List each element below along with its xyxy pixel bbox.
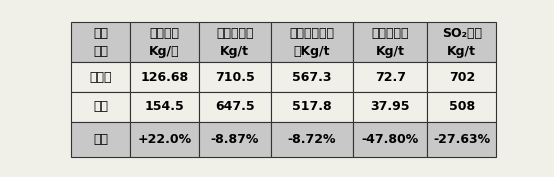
Bar	[270, 92, 353, 122]
Text: 710.5: 710.5	[215, 71, 255, 84]
Bar	[353, 122, 427, 157]
Text: 567.3: 567.3	[292, 71, 332, 84]
Bar	[71, 122, 130, 157]
Bar	[353, 92, 427, 122]
Bar	[427, 122, 496, 157]
Text: 甲酸钠消耗: 甲酸钠消耗	[216, 27, 254, 40]
Bar	[199, 122, 270, 157]
Text: 508: 508	[449, 100, 475, 113]
Text: 连续: 连续	[93, 100, 108, 113]
Bar	[270, 122, 353, 157]
Text: -47.80%: -47.80%	[362, 133, 419, 146]
Bar	[130, 92, 199, 122]
Bar	[353, 62, 427, 92]
Bar	[130, 62, 199, 92]
Bar	[270, 62, 353, 92]
Bar	[199, 62, 270, 92]
Text: 517.8: 517.8	[292, 100, 332, 113]
Bar	[199, 92, 270, 122]
Text: 702: 702	[449, 71, 475, 84]
Text: +22.0%: +22.0%	[137, 133, 191, 146]
Text: 合成: 合成	[93, 27, 108, 40]
Text: 647.5: 647.5	[215, 100, 254, 113]
Text: Kg/t: Kg/t	[447, 45, 476, 58]
Bar	[270, 22, 353, 62]
Bar	[427, 62, 496, 92]
Text: 154.5: 154.5	[145, 100, 184, 113]
Text: 工艺: 工艺	[93, 45, 108, 58]
Text: 耗Kg/t: 耗Kg/t	[294, 45, 330, 58]
Text: -27.63%: -27.63%	[433, 133, 490, 146]
Bar	[130, 22, 199, 62]
Text: 比较: 比较	[93, 133, 108, 146]
Text: 72.7: 72.7	[375, 71, 406, 84]
Text: 126.68: 126.68	[140, 71, 188, 84]
Text: 37.95: 37.95	[371, 100, 410, 113]
Text: 焦亚硫酸钠消: 焦亚硫酸钠消	[289, 27, 335, 40]
Bar	[427, 92, 496, 122]
Text: Kg/t: Kg/t	[220, 45, 249, 58]
Bar	[427, 22, 496, 62]
Text: 抑制剂消耗: 抑制剂消耗	[371, 27, 409, 40]
Bar	[71, 62, 130, 92]
Text: Kg/批: Kg/批	[149, 45, 179, 58]
Bar	[71, 22, 130, 62]
Text: SO₂消耗: SO₂消耗	[442, 27, 482, 40]
Bar	[199, 22, 270, 62]
Text: 单批产量: 单批产量	[149, 27, 179, 40]
Bar	[130, 122, 199, 157]
Text: -8.72%: -8.72%	[288, 133, 336, 146]
Text: Kg/t: Kg/t	[376, 45, 404, 58]
Text: 未连续: 未连续	[89, 71, 112, 84]
Bar	[71, 92, 130, 122]
Bar	[353, 22, 427, 62]
Text: -8.87%: -8.87%	[211, 133, 259, 146]
